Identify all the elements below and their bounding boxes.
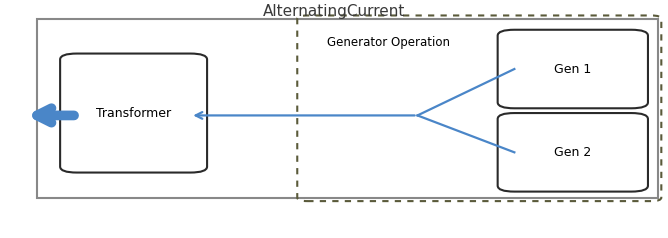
Text: Gen 2: Gen 2	[554, 146, 591, 159]
FancyBboxPatch shape	[498, 113, 648, 192]
Text: Gen 1: Gen 1	[554, 63, 591, 75]
FancyBboxPatch shape	[37, 19, 658, 198]
Text: Generator Operation: Generator Operation	[327, 36, 450, 49]
FancyBboxPatch shape	[498, 30, 648, 108]
FancyBboxPatch shape	[60, 54, 207, 173]
Text: Transformer: Transformer	[96, 107, 171, 119]
Text: AlternatingCurrent: AlternatingCurrent	[263, 4, 405, 20]
